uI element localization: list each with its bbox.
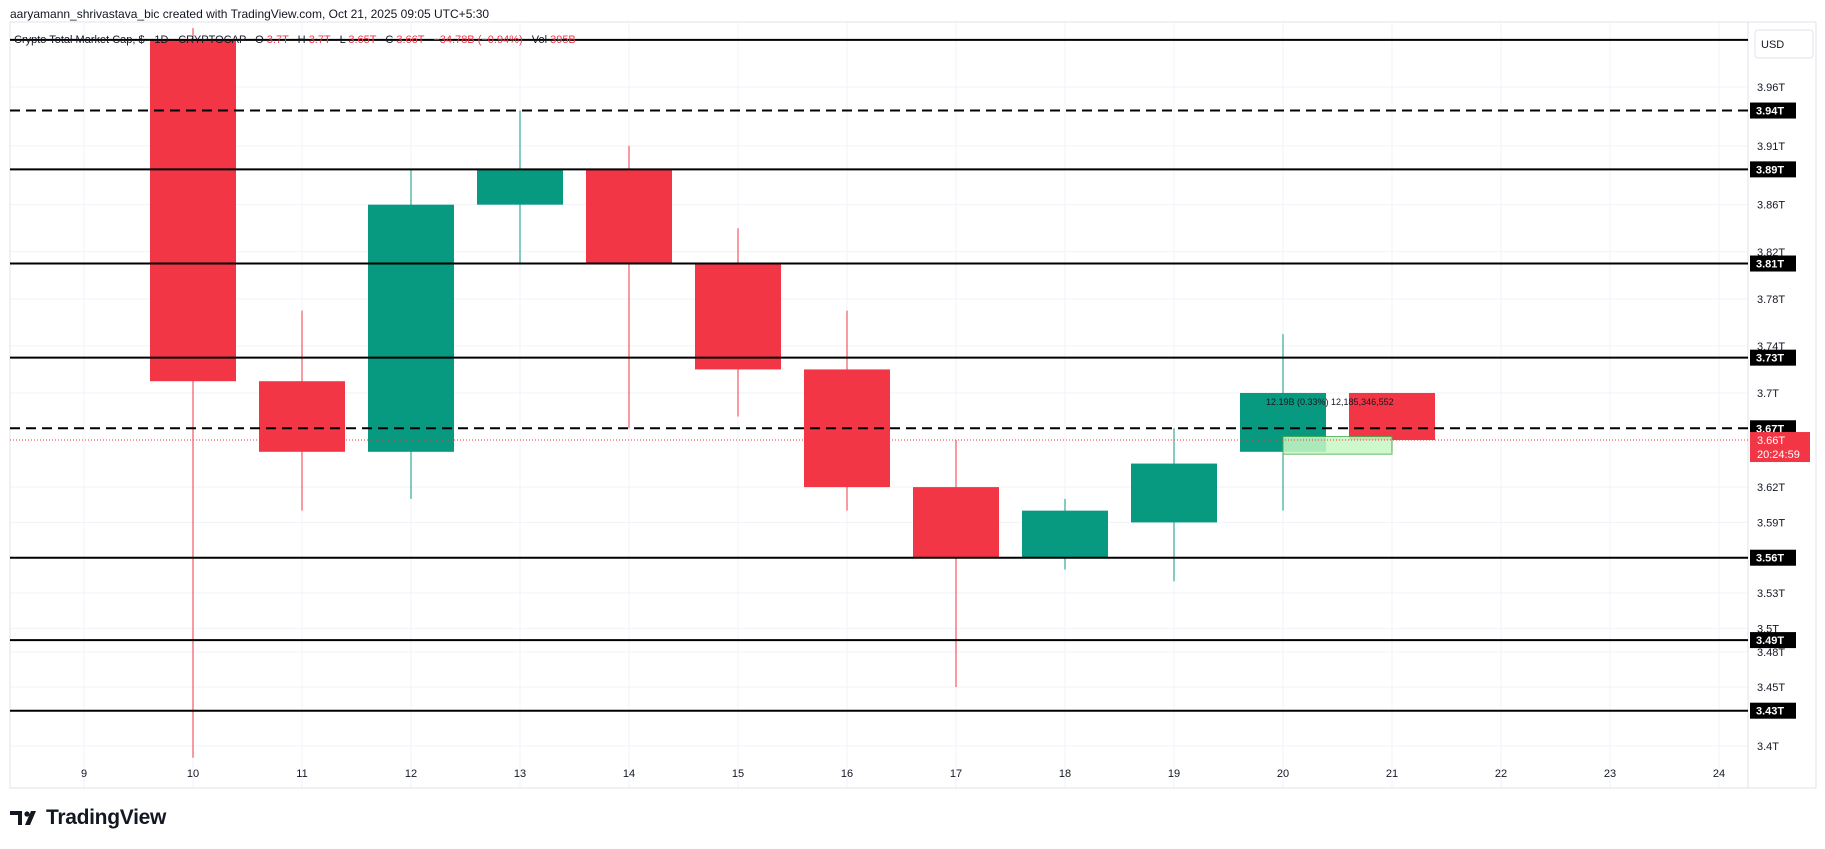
level-price-tag — [1750, 255, 1796, 272]
candle-body — [259, 381, 345, 452]
measure-label: 12.19B (0.33%) 12,185,346,552 — [1266, 397, 1394, 407]
level-price-tag — [1750, 549, 1796, 566]
y-tick-label: 3.96T — [1757, 82, 1785, 94]
legend-o-label: O — [255, 34, 264, 46]
legend-vol-value: 395B — [550, 34, 576, 46]
tradingview-logo-icon — [10, 811, 36, 825]
y-tick-label: 3.86T — [1757, 200, 1785, 212]
candle-body — [1131, 463, 1217, 523]
x-tick-label: 11 — [296, 768, 307, 780]
legend-change: −34.78B (−0.94%) — [433, 34, 522, 46]
level-price-label: 3.49T — [1756, 635, 1784, 647]
level-price-label: 3.94T — [1756, 106, 1784, 118]
level-price-label: 3.81T — [1756, 259, 1784, 271]
svg-text:Crypto Total Market Cap, $ · 1: Crypto Total Market Cap, $ · 1D · CRYPTO… — [14, 34, 576, 46]
tradingview-logo[interactable]: TradingView — [10, 806, 166, 830]
candle-body — [1349, 392, 1435, 441]
y-tick-label: 3.45T — [1757, 682, 1785, 694]
last-price-tag — [1750, 432, 1810, 463]
level-price-tag — [1750, 702, 1796, 719]
y-tick-label: 3.4T — [1757, 741, 1779, 753]
candle-body — [1022, 510, 1108, 558]
x-tick-label: 22 — [1495, 768, 1507, 780]
x-tick-label: 24 — [1713, 768, 1725, 780]
x-tick-label: 12 — [405, 768, 417, 780]
level-price-tag — [1750, 102, 1796, 119]
level-price-tag — [1750, 161, 1796, 178]
legend-l-value: 3.65T — [348, 34, 376, 46]
legend-c-value: 3.66T — [396, 34, 424, 46]
legend-o-value: 3.7T — [267, 34, 289, 46]
legend-h-label: H — [298, 34, 306, 46]
x-tick-label: 17 — [950, 768, 962, 780]
currency-label: USD — [1761, 39, 1784, 51]
legend-h-value: 3.7T — [309, 34, 331, 46]
last-price-label: 3.66T — [1757, 435, 1785, 447]
x-tick-label: 16 — [841, 768, 853, 780]
x-tick-label: 14 — [623, 768, 635, 780]
y-tick-label: 3.91T — [1757, 141, 1785, 153]
x-tick-label: 18 — [1059, 768, 1071, 780]
measure-range-box — [1282, 436, 1393, 455]
level-price-label: 3.56T — [1756, 553, 1784, 565]
candle-body — [150, 39, 236, 382]
x-tick-label: 10 — [187, 768, 199, 780]
x-tick-label: 15 — [732, 768, 744, 780]
candle-body — [913, 487, 999, 558]
x-tick-label: 23 — [1604, 768, 1616, 780]
plot-frame: 9 10 11 12 13 14 15 16 17 18 19 20 21 22 23 24 3.96T 3.91… — [9, 21, 1817, 789]
countdown-label: 20:24:59 — [1757, 449, 1800, 461]
y-tick-label: 3.48T — [1757, 647, 1785, 659]
candle-body — [477, 169, 563, 205]
x-tick-label: 21 — [1386, 768, 1398, 780]
chart-attribution: aaryamann_shrivastava_bic created with T… — [10, 7, 490, 21]
level-price-tag — [1750, 349, 1796, 366]
y-tick-label: 3.78T — [1757, 294, 1785, 306]
candle-body — [368, 204, 454, 452]
tradingview-logo-text: TradingView — [46, 806, 167, 829]
x-tick-label: 20 — [1277, 768, 1289, 780]
candles — [150, 28, 1435, 758]
level-price-tag — [1750, 632, 1796, 649]
overlays: 12.19B (0.33%) 12,185,346,552 3.66T 20:24:… — [10, 397, 1810, 463]
y-tick-label: 3.62T — [1757, 482, 1785, 494]
y-tick-label: 3.53T — [1757, 588, 1785, 600]
ohlc-legend: Crypto Total Market Cap, $ · 1D · CRYPTO… — [14, 34, 576, 46]
x-tick-label: 13 — [514, 768, 526, 780]
y-tick-label: 3.59T — [1757, 517, 1785, 529]
legend-symbol: Crypto Total Market Cap, $ · 1D · CRYPTO… — [14, 34, 246, 46]
candle-body — [586, 169, 672, 264]
legend-c-label: C — [385, 34, 393, 46]
candle-body — [695, 263, 781, 370]
legend-vol-label: Vol — [532, 34, 547, 46]
currency-button[interactable]: USD — [1754, 29, 1814, 59]
price-axis-border — [1747, 21, 1817, 789]
legend-l-label: L — [340, 34, 346, 46]
x-tick-label: 19 — [1168, 768, 1180, 780]
level-price-label: 3.73T — [1756, 353, 1784, 365]
level-price-label: 3.43T — [1756, 706, 1784, 718]
y-tick-label: 3.7T — [1757, 388, 1779, 400]
level-price-label: 3.89T — [1756, 164, 1784, 176]
x-tick-label: 9 — [81, 768, 87, 780]
